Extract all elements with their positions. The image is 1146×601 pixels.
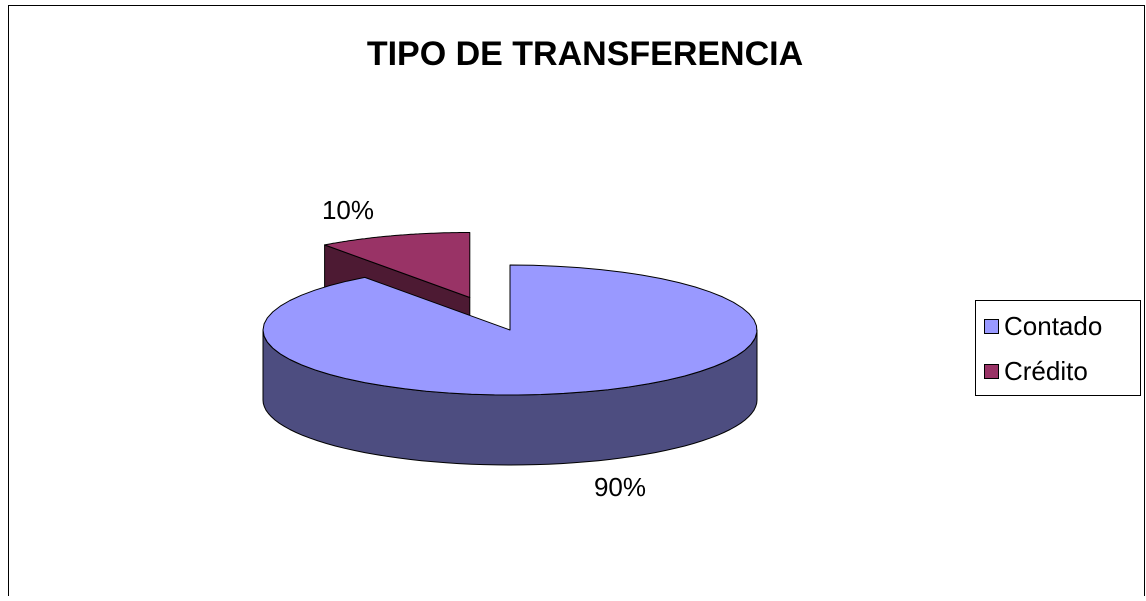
legend-swatch: [984, 364, 999, 379]
data-label: 90%: [594, 472, 646, 502]
data-label: 10%: [322, 195, 374, 225]
legend-label: Contado: [1004, 311, 1102, 341]
chart-title: TIPO DE TRANSFERENCIA: [367, 35, 803, 73]
slice: [324, 232, 471, 298]
legend-box: [975, 300, 1141, 396]
slice: [262, 264, 758, 396]
legend-swatch: [984, 319, 999, 334]
legend-label: Crédito: [1004, 356, 1088, 386]
